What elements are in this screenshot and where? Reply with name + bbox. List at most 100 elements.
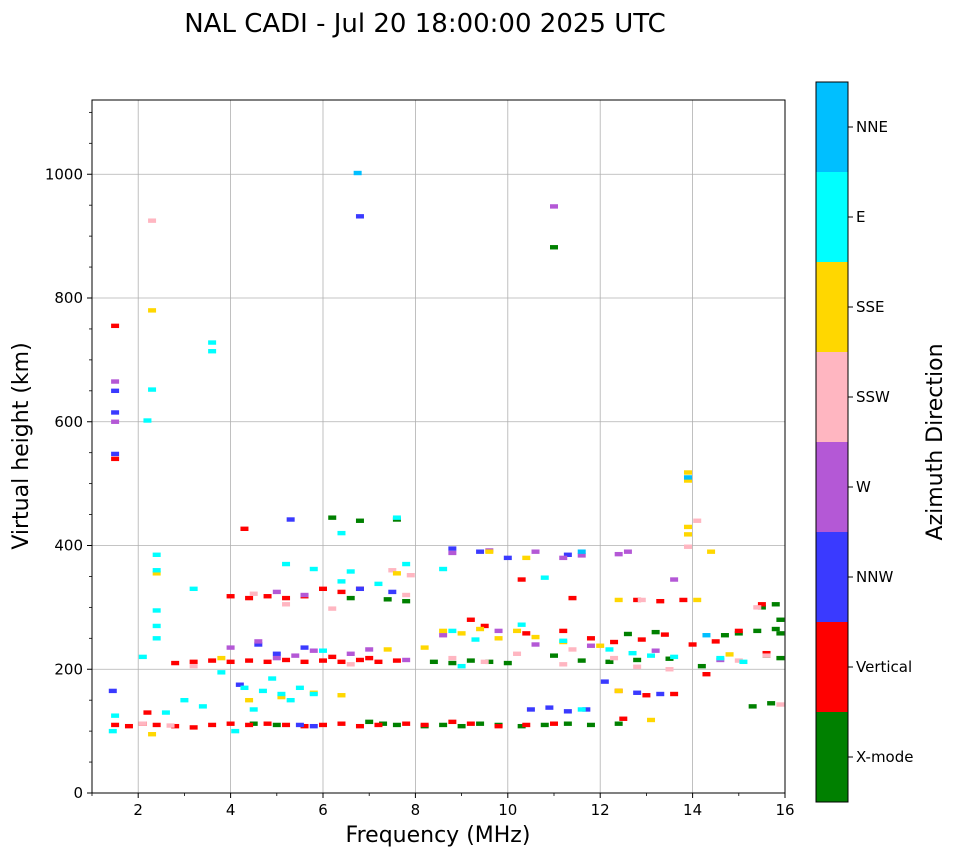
data-point [365, 647, 374, 652]
data-point [217, 655, 226, 661]
data-point [365, 719, 374, 725]
data-point [656, 598, 665, 604]
data-point [245, 658, 254, 663]
colorbar-swatch [816, 352, 848, 442]
data-point [337, 659, 346, 665]
data-point [494, 723, 503, 729]
data-point [249, 707, 258, 712]
series-e [108, 340, 748, 734]
data-point [337, 721, 346, 726]
data-point [665, 667, 674, 672]
data-point [406, 573, 415, 578]
data-point [577, 553, 586, 558]
data-point [111, 379, 120, 384]
data-point [503, 660, 512, 666]
data-point [208, 658, 217, 663]
data-point [111, 323, 120, 329]
data-point [485, 549, 494, 554]
series-vertical [111, 323, 771, 730]
data-point [272, 589, 281, 595]
data-point [295, 685, 304, 691]
data-point [286, 697, 295, 703]
data-point [660, 632, 669, 637]
data-point [277, 694, 286, 700]
data-point [693, 518, 702, 523]
data-point [402, 592, 411, 598]
colorbar-tick-label: X-mode [856, 748, 913, 766]
data-point [559, 662, 568, 667]
data-point [480, 623, 489, 629]
data-point [610, 639, 619, 645]
data-point [111, 456, 120, 462]
data-point [198, 704, 207, 709]
data-point [550, 653, 558, 658]
data-point [582, 707, 591, 712]
series-ssw [138, 218, 785, 728]
data-point [328, 654, 337, 660]
data-point [282, 657, 291, 663]
data-point [633, 657, 642, 663]
data-point [402, 721, 411, 726]
data-point [355, 518, 364, 523]
data-point [531, 549, 540, 554]
data-point [420, 722, 429, 728]
data-point [346, 662, 355, 667]
data-point [392, 658, 401, 663]
data-point [586, 722, 595, 728]
data-point [226, 645, 235, 650]
data-point [383, 647, 392, 652]
data-point [138, 721, 147, 726]
data-point [226, 659, 235, 665]
x-axis-ticks: 2 4 6 8 10 12 14 16 [91, 793, 795, 819]
data-point [337, 530, 346, 536]
data-point [670, 654, 679, 660]
data-point [734, 658, 743, 663]
data-point [365, 655, 374, 661]
data-point [189, 659, 198, 665]
data-point [513, 628, 522, 634]
data-point [245, 697, 254, 703]
data-point [337, 693, 346, 698]
data-point [439, 628, 448, 634]
data-point [448, 628, 457, 634]
data-point [217, 670, 226, 675]
data-point [231, 728, 240, 734]
data-point [319, 586, 327, 592]
data-point [392, 722, 401, 728]
data-point [586, 643, 595, 648]
data-point [448, 719, 457, 725]
data-point [258, 688, 267, 694]
data-point [319, 658, 327, 663]
data-point [647, 717, 656, 723]
data-point [697, 663, 706, 669]
data-point [762, 653, 771, 658]
colorbar-tick-label: NNW [856, 568, 893, 586]
data-point [614, 688, 623, 694]
data-point [642, 693, 651, 698]
data-point [161, 710, 170, 715]
data-point [457, 723, 466, 729]
data-point [614, 551, 623, 557]
data-point [337, 579, 346, 584]
data-point [637, 637, 646, 642]
data-point [420, 645, 429, 650]
data-point [670, 577, 679, 582]
data-point [282, 602, 291, 607]
data-point [633, 597, 642, 603]
data-point [614, 721, 623, 726]
series-x-mode [249, 245, 785, 729]
data-point [448, 655, 457, 661]
data-point [485, 659, 494, 665]
data-point [355, 657, 364, 663]
grid-lines [92, 100, 785, 793]
y-tick-label: 200 [54, 660, 83, 678]
data-point [568, 595, 577, 601]
x-tick-label: 16 [775, 801, 794, 819]
data-point [189, 663, 198, 669]
data-point [152, 722, 161, 728]
data-point [448, 546, 457, 551]
data-point [152, 568, 161, 573]
data-point [111, 722, 120, 728]
colorbar-tick-label: E [856, 208, 865, 226]
data-point [226, 594, 235, 599]
